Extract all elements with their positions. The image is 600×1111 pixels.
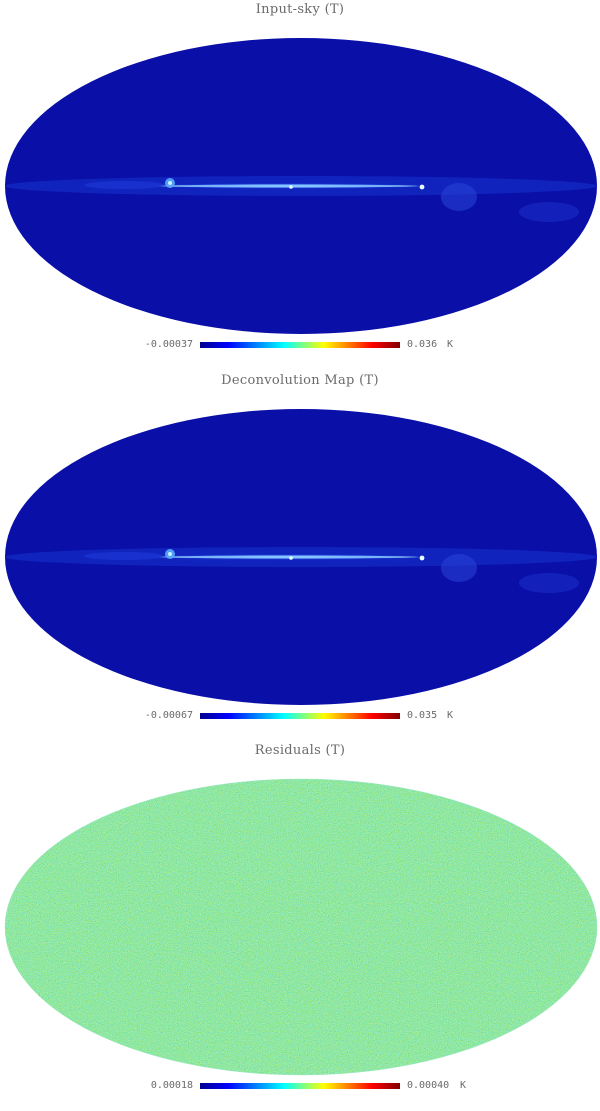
colorbar-max-label: 0.036 xyxy=(407,339,438,350)
panel-title: Input-sky (T) xyxy=(255,2,345,17)
colorbar-gradient xyxy=(200,342,400,348)
colorbar-max-label: 0.00040 xyxy=(407,1080,450,1091)
panel-deconvolution-map: Deconvolution Map (T) -0.00067 0.035 K xyxy=(0,371,600,741)
panel-title: Residuals (T) xyxy=(254,743,346,758)
colorbar: -0.00067 0.035 K xyxy=(0,710,600,724)
colorbar-unit-label: K xyxy=(447,710,454,721)
colorbar-max-label: 0.035 xyxy=(407,710,438,721)
panel-residuals: Residuals (T) 0.00018 0.00040 K xyxy=(0,741,600,1111)
sky-ellipse xyxy=(4,778,598,1076)
mollweide-map-residuals xyxy=(4,778,598,1076)
colorbar-min-label: -0.00067 xyxy=(144,710,193,721)
residual-noise xyxy=(5,779,597,1075)
colorbar-min-label: -0.00037 xyxy=(144,339,193,350)
colorbar-gradient xyxy=(200,713,400,719)
colorbar-unit-label: K xyxy=(447,339,454,350)
colorbar-gradient xyxy=(200,1083,400,1089)
mollweide-map-deconvolution xyxy=(5,409,597,705)
colorbar-unit-label: K xyxy=(460,1080,467,1091)
colorbar-min-label: 0.00018 xyxy=(150,1080,193,1091)
colorbar: -0.00037 0.036 K xyxy=(0,339,600,353)
panel-title: Deconvolution Map (T) xyxy=(221,373,379,388)
mollweide-map-input xyxy=(5,38,597,334)
colorbar: 0.00018 0.00040 K xyxy=(0,1080,600,1094)
panel-input-sky: Input-sky (T) -0.00037 0.036 K xyxy=(0,0,600,370)
